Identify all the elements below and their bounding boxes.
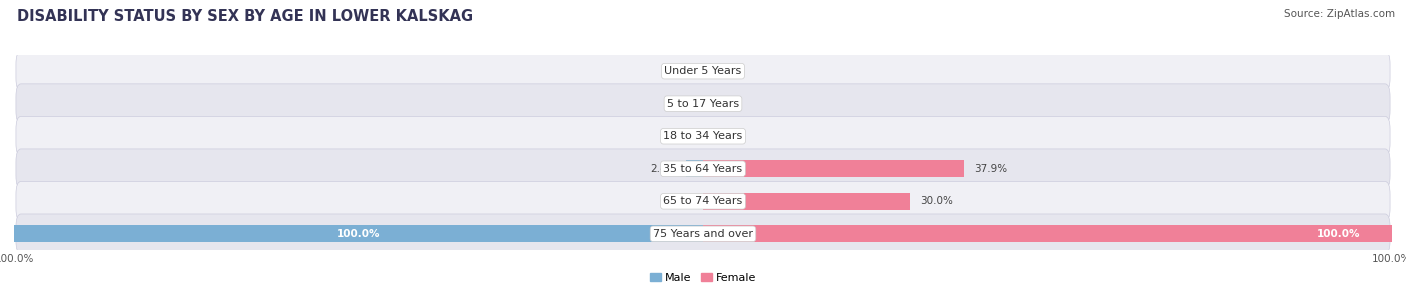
Bar [14,225,703,242]
Text: 0.0%: 0.0% [713,66,740,76]
Text: 75 Years and over: 75 Years and over [652,229,754,239]
Text: 0.0%: 0.0% [666,196,693,206]
FancyBboxPatch shape [15,214,1391,254]
Text: 0.0%: 0.0% [666,66,693,76]
Text: 65 to 74 Years: 65 to 74 Years [664,196,742,206]
Text: 37.9%: 37.9% [974,164,1007,174]
Text: 2.4%: 2.4% [650,164,676,174]
Legend: Male, Female: Male, Female [645,268,761,288]
Text: 30.0%: 30.0% [920,196,953,206]
FancyBboxPatch shape [15,84,1391,124]
Text: 0.0%: 0.0% [713,99,740,109]
Text: 0.0%: 0.0% [666,99,693,109]
Bar [703,225,1392,242]
Text: 100.0%: 100.0% [337,229,380,239]
Text: DISABILITY STATUS BY SEX BY AGE IN LOWER KALSKAG: DISABILITY STATUS BY SEX BY AGE IN LOWER… [17,9,472,24]
Text: Under 5 Years: Under 5 Years [665,66,741,76]
Text: 0.0%: 0.0% [713,131,740,141]
FancyBboxPatch shape [15,181,1391,221]
Bar [686,160,703,177]
FancyBboxPatch shape [15,149,1391,188]
Text: 18 to 34 Years: 18 to 34 Years [664,131,742,141]
Text: 0.0%: 0.0% [666,131,693,141]
Text: 5 to 17 Years: 5 to 17 Years [666,99,740,109]
Text: Source: ZipAtlas.com: Source: ZipAtlas.com [1284,9,1395,19]
FancyBboxPatch shape [15,51,1391,91]
Text: 100.0%: 100.0% [1317,229,1361,239]
Bar [703,193,910,210]
Bar [703,160,965,177]
Text: 35 to 64 Years: 35 to 64 Years [664,164,742,174]
FancyBboxPatch shape [15,117,1391,156]
